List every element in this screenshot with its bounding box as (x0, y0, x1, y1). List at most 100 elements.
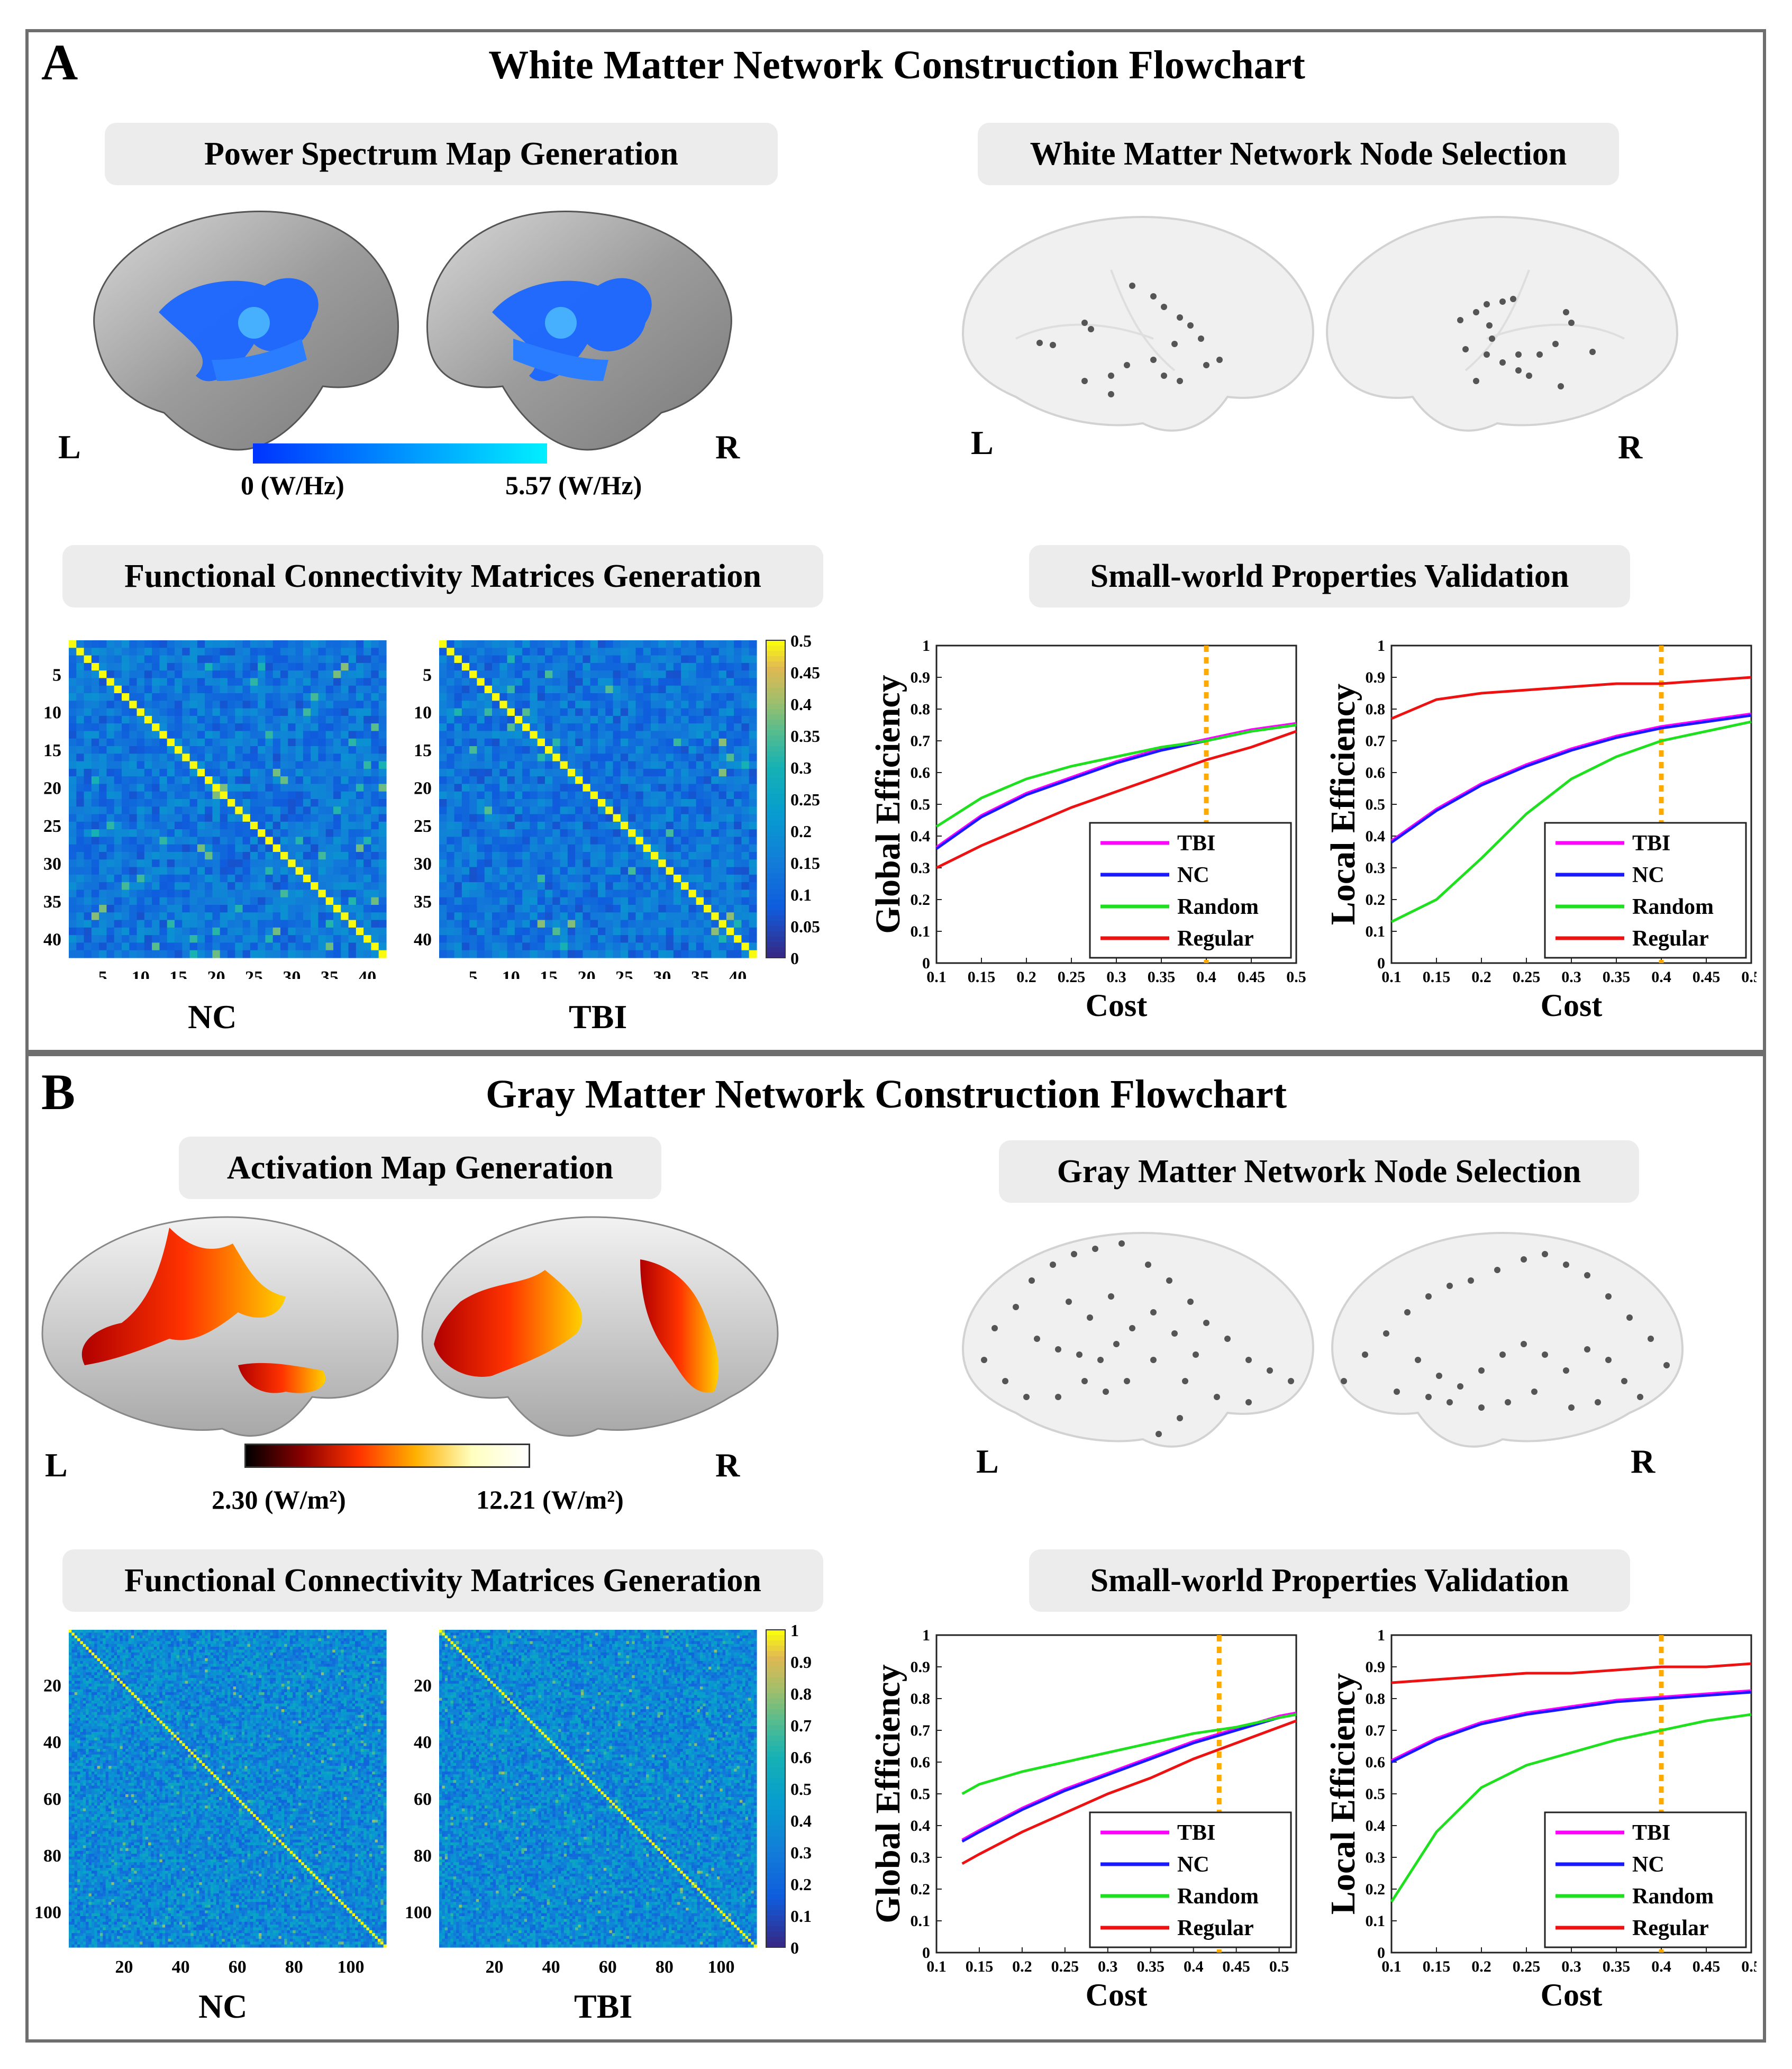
y-tick-label: 0.2 (911, 891, 931, 909)
glass-brain-right (1331, 1231, 1684, 1448)
legend-label: Random (1177, 895, 1259, 919)
y-tick-label: 30 (43, 854, 61, 874)
y-tick-label: 25 (43, 816, 61, 836)
colorbar-tick-label: 0.9 (790, 1653, 812, 1672)
y-tick-label: 0 (922, 955, 930, 972)
x-tick-label: 0.3 (1106, 968, 1126, 986)
colorbar-tick-label: 0.15 (790, 854, 820, 873)
y-tick-label: 0.4 (1366, 1817, 1386, 1835)
colorbar-tick-label: 0 (790, 1938, 799, 1957)
x-tick-label: 30 (653, 968, 671, 979)
colorbar-tick-label: 0.6 (790, 1748, 812, 1767)
x-axis-label: Cost (1541, 1977, 1603, 2012)
panel-a-tbi-label: TBI (569, 997, 627, 1037)
y-tick-label: 0.1 (911, 1912, 931, 1930)
panel-b-map-left: L (45, 1446, 68, 1485)
panel-b-matrix-nc: 20 20 40 40 60 60 80 80 100 100 (34, 1630, 387, 1977)
colorbar-tick-label: 0.4 (790, 695, 812, 714)
series-line-regular (961, 1719, 1297, 1865)
colorbar-tick-label: 0.45 (790, 663, 820, 682)
left-slice (93, 210, 399, 451)
x-tick-label: 0.5 (1741, 968, 1757, 986)
y-tick-label: 0.6 (911, 764, 931, 782)
legend-label: TBI (1632, 1821, 1670, 1845)
panel-a (25, 29, 1766, 1053)
x-tick-label: 100 (338, 1957, 365, 1977)
legend-label: Regular (1177, 1916, 1254, 1940)
y-tick-label: 35 (43, 892, 61, 912)
x-tick-label: 0.45 (1693, 968, 1721, 986)
colorbar-tick-label: 0.3 (790, 758, 812, 777)
y-tick-label: 20 (414, 779, 432, 798)
panel-b-node-right: R (1631, 1442, 1655, 1481)
y-tick-label: 0.3 (911, 859, 931, 877)
x-tick-label: 0.4 (1651, 968, 1671, 986)
x-axis-label: Cost (1086, 988, 1148, 1023)
y-tick-label: 10 (43, 703, 61, 723)
y-tick-label: 0 (1377, 1944, 1385, 1962)
panel-b-node-left: L (976, 1442, 999, 1481)
panel-b-colorbar (244, 1444, 530, 1468)
panel-b-nc-label: NC (198, 1987, 247, 2026)
x-tick-label: 0.45 (1238, 968, 1266, 986)
legend: TBI NC Random Regular (1089, 1811, 1292, 1948)
panel-a-node-left: L (971, 423, 994, 462)
x-axis-label: Cost (1541, 988, 1603, 1023)
x-tick-label: 0.25 (1513, 1958, 1541, 1975)
colorbar (766, 640, 786, 958)
x-tick-label: 80 (285, 1957, 303, 1977)
y-tick-label: 1 (1377, 637, 1385, 655)
y-tick-label: 0.3 (1366, 1849, 1386, 1866)
legend-label: Random (1632, 1884, 1714, 1909)
panel-a-node-right: R (1618, 428, 1642, 467)
panel-a-colorbar (253, 443, 547, 464)
y-tick-label: 60 (43, 1790, 61, 1809)
legend-label: NC (1632, 863, 1664, 887)
y-axis-label: Global Efficiency (869, 675, 907, 933)
y-tick-label: 0.4 (911, 828, 931, 845)
panel-a-node-title: White Matter Network Node Selection (978, 123, 1619, 185)
y-tick-label: 0.2 (1366, 891, 1386, 909)
x-tick-label: 0.5 (1286, 968, 1306, 986)
x-tick-label: 0.4 (1651, 1958, 1671, 1975)
panel-b-letter: B (41, 1063, 75, 1121)
x-tick-label: 5 (469, 968, 478, 979)
x-tick-label: 0.3 (1561, 968, 1581, 986)
series-line-nc (961, 1713, 1297, 1843)
legend-label: Random (1177, 1884, 1259, 1909)
legend: TBI NC Random Regular (1544, 822, 1747, 959)
x-tick-label: 0.3 (1098, 1958, 1118, 1975)
panel-b-node-title: Gray Matter Network Node Selection (999, 1140, 1639, 1203)
panel-a-colorbar-max: 5.57 (W/Hz) (505, 470, 642, 501)
x-tick-label: 40 (542, 1957, 560, 1977)
legend-label: Regular (1177, 927, 1254, 951)
series-line-tbi (1390, 1689, 1752, 1762)
x-tick-label: 0.1 (1381, 1958, 1402, 1975)
series-line-random (935, 723, 1297, 828)
y-tick-label: 0.4 (1366, 828, 1386, 845)
panel-a-matrix-tbi: 5 5 10 10 15 15 20 20 25 25 30 30 35 35 40 40 0.5 0.45 0.4… (414, 631, 820, 979)
y-tick-label: 0.8 (911, 701, 931, 718)
panel-a-map-right: R (715, 428, 740, 467)
colorbar-tick-label: 0.5 (790, 631, 812, 650)
y-tick-label: 0.2 (1366, 1881, 1386, 1898)
x-tick-label: 40 (172, 1957, 190, 1977)
y-tick-label: 0.5 (911, 1785, 931, 1803)
y-axis-label: Local Efficiency (1324, 684, 1362, 925)
panel-a-map-title: Power Spectrum Map Generation (105, 123, 778, 185)
panel-a-global-efficiency-chart: 0.1 0.15 0.2 0.25 0.3 0.35 0.4 0.45 0.500.10.20.… (869, 637, 1306, 1023)
panel-b-fc-title: Functional Connectivity Matrices Generat… (62, 1549, 823, 1612)
colorbar-tick-label: 0.8 (790, 1684, 812, 1703)
y-tick-label: 40 (43, 930, 61, 949)
y-tick-label: 0.3 (1366, 859, 1386, 877)
legend-label: NC (1177, 1853, 1209, 1877)
x-tick-label: 0.35 (1148, 968, 1176, 986)
panel-b-title: Gray Matter Network Construction Flowcha… (296, 1072, 1476, 1118)
series-line-random (961, 1713, 1297, 1795)
x-tick-label: 10 (132, 968, 150, 979)
matrix-cells (69, 640, 387, 958)
x-tick-label: 0.2 (1012, 1958, 1032, 1975)
y-tick-label: 20 (414, 1676, 432, 1695)
y-tick-label: 0 (1377, 955, 1385, 972)
panel-b-glass-brains (961, 1231, 1684, 1448)
